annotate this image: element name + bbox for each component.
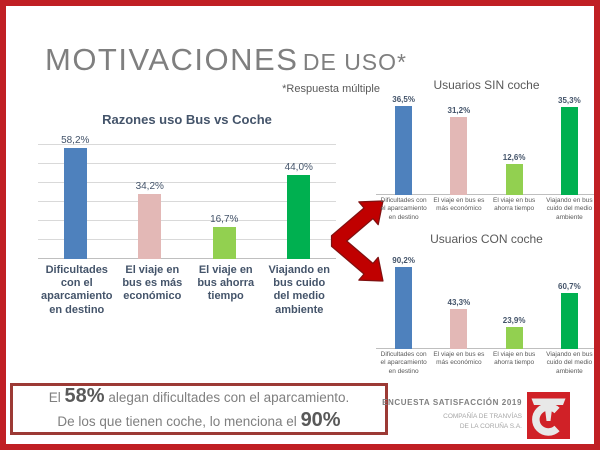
highlight-line-1: El 58% alegan dificultades con el aparca… — [13, 385, 385, 409]
bar-value-label: 44,0% — [284, 162, 313, 174]
bar-value-label: 60,7% — [558, 281, 581, 291]
chart-title: Razones uso Bus vs Coche — [102, 112, 272, 127]
gridline — [38, 143, 336, 145]
category-labels: Dificultades con el aparcamiento en dest… — [376, 351, 594, 376]
category-label: Dificultades con el aparcamiento en dest… — [380, 351, 427, 375]
bar — [450, 117, 468, 195]
bar-columns: 90,2% 43,3% 23,9% 60,7% — [376, 256, 594, 349]
company-name: COMPAÑÍA DE TRANVÍAS DE LA CORUÑA S.A. — [443, 412, 522, 433]
bar-column: 44,0% — [262, 135, 337, 259]
bar-column: 12,6% — [487, 95, 542, 195]
bar — [560, 292, 578, 349]
category-label: El viaje en bus ahorra tiempo — [492, 351, 536, 367]
category-label: El viaje en bus ahorra tiempo — [197, 264, 255, 303]
page-title: MOTIVACIONES DE USO* — [45, 42, 407, 78]
chart-title: Usuarios SIN coche — [433, 78, 540, 92]
bar-value-label: 58,2% — [61, 135, 90, 146]
category-labels: Dificultades con el aparcamiento en dest… — [38, 264, 336, 317]
bar-column: 36,5% — [376, 95, 431, 195]
category-label: El viaje en bus es más económico — [122, 264, 183, 303]
bar-column: 35,3% — [542, 95, 594, 195]
axis-baseline — [376, 348, 594, 349]
gridline — [38, 200, 336, 202]
bar-column: 60,7% — [542, 256, 594, 349]
category-label: Viajando en bus cuido del medio ambiente — [268, 264, 331, 316]
chart-title: Usuarios CON coche — [430, 232, 543, 246]
highlight-line-2: De los que tienen coche, lo menciona el … — [13, 409, 385, 433]
gridline — [38, 219, 336, 221]
bar — [560, 106, 578, 195]
tranvias-coruna-logo — [527, 392, 570, 439]
highlight-90-percent: 90% — [300, 409, 341, 431]
highlight-line2-prefix: De los que tienen coche, lo menciona el — [57, 414, 301, 429]
survey-title: ENCUESTA SATISFACCIÓN 2019 — [382, 398, 522, 407]
bar — [395, 267, 413, 349]
bar-value-label: 34,2% — [135, 180, 164, 192]
chart-plot-area: 90,2% 43,3% 23,9% 60,7% — [376, 256, 594, 349]
bar — [450, 308, 468, 349]
highlight-box: El 58% alegan dificultades con el aparca… — [10, 383, 388, 435]
bar-value-label: 23,9% — [502, 315, 526, 325]
gridline — [38, 181, 336, 183]
bar — [505, 326, 523, 349]
company-name-line2: DE LA CORUÑA S.A. — [459, 423, 522, 431]
bar — [287, 175, 311, 259]
bar-column: 16,7% — [187, 135, 262, 259]
bar-columns: 58,2% 34,2% 16,7% 44,0% — [38, 135, 336, 259]
bar-column: 34,2% — [113, 135, 188, 259]
bar — [63, 148, 87, 259]
category-label: El viaje en bus ahorra tiempo — [492, 197, 536, 213]
bar-value-label: 36,5% — [392, 95, 415, 104]
category-labels: Dificultades con el aparcamiento en dest… — [376, 197, 594, 222]
bar-column: 31,2% — [431, 95, 486, 195]
bar-column: 90,2% — [376, 256, 431, 349]
gridline — [38, 162, 336, 164]
bar-column: 43,3% — [431, 256, 486, 349]
highlight-58-percent: 58% — [64, 385, 105, 407]
chart-usuarios-sin-coche: Usuarios SIN coche 36,5% 31,2% 12,6% 35,3% Di… — [376, 78, 594, 222]
footnote-multiple-response: *Respuesta múltiple — [282, 83, 380, 95]
page-title-sub: DE USO* — [302, 49, 407, 75]
bar — [138, 193, 162, 259]
bar-column: 23,9% — [487, 256, 542, 349]
category-label: Dificultades con el aparcamiento en dest… — [380, 197, 427, 221]
axis-baseline — [376, 194, 594, 195]
bar-value-label: 35,3% — [558, 95, 581, 105]
company-name-line1: COMPAÑÍA DE TRANVÍAS — [443, 413, 522, 420]
category-label: Viajando en bus cuido del medio ambiente — [546, 351, 593, 375]
bar-value-label: 90,2% — [392, 256, 415, 265]
axis-baseline — [38, 258, 336, 259]
chart-usuarios-con-coche: Usuarios CON coche 90,2% 43,3% 23,9% 60,7% Di… — [376, 232, 594, 376]
bar — [505, 163, 523, 195]
bar-value-label: 16,7% — [210, 214, 239, 226]
double-arrow-icon — [327, 192, 399, 290]
highlight-line1-suffix: alegan dificultades con el aparcamiento. — [104, 390, 350, 405]
highlight-line1-prefix: El — [48, 390, 65, 405]
bar — [395, 106, 413, 195]
bar-value-label: 31,2% — [447, 106, 471, 115]
category-label: Dificultades con el aparcamiento en dest… — [41, 264, 113, 316]
bar — [212, 227, 236, 259]
bar-value-label: 43,3% — [447, 297, 471, 307]
gridline — [38, 238, 336, 240]
bar-value-label: 12,6% — [502, 152, 526, 162]
category-label: El viaje en bus es más económico — [433, 351, 485, 367]
chart-plot-area: 58,2% 34,2% 16,7% 44,0% — [38, 135, 336, 259]
category-label: Viajando en bus cuido del medio ambiente — [546, 197, 593, 221]
category-label: El viaje en bus es más económico — [433, 197, 485, 213]
page-title-main: MOTIVACIONES — [45, 42, 299, 77]
bar-columns: 36,5% 31,2% 12,6% 35,3% — [376, 95, 594, 195]
chart-razones-bus-vs-coche: Razones uso Bus vs Coche 58,2% 34,2% 16,7% 4… — [38, 112, 336, 317]
bar-column: 58,2% — [38, 135, 113, 259]
chart-plot-area: 36,5% 31,2% 12,6% 35,3% — [376, 95, 594, 195]
